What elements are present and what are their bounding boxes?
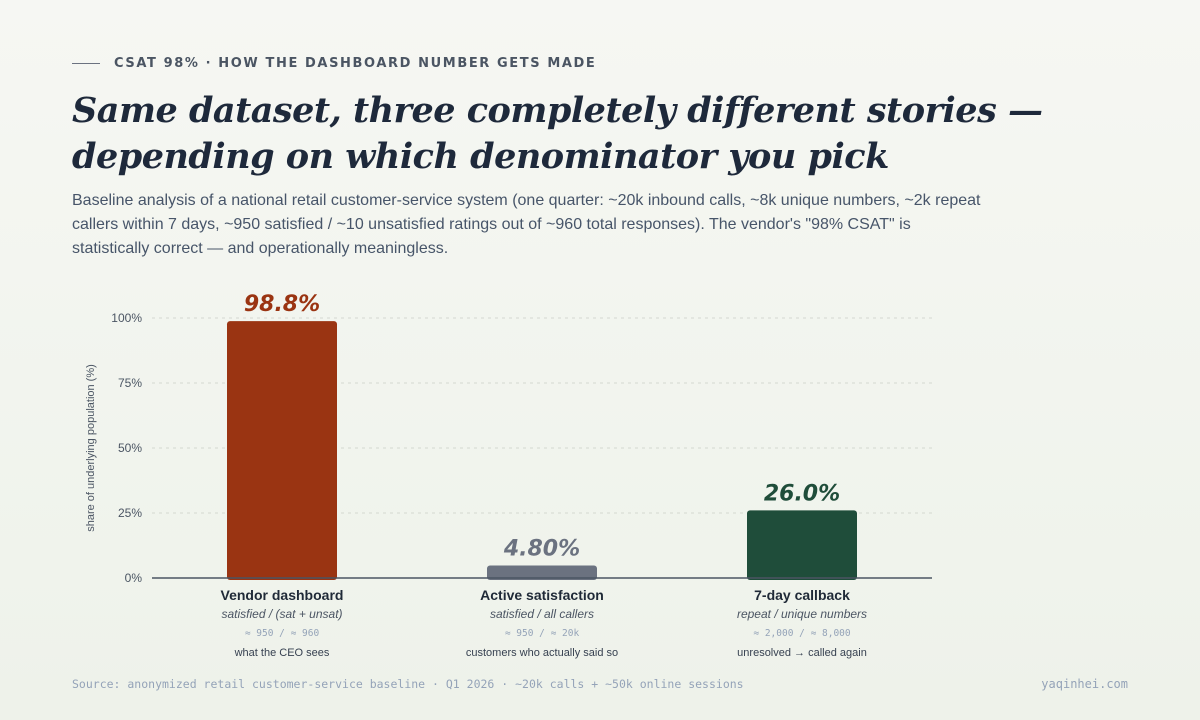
headline-line-2: depending on which denominator you pick <box>72 136 889 177</box>
dek: Baseline analysis of a national retail c… <box>72 192 981 257</box>
bar-value-label: 26.0% <box>764 481 840 506</box>
category-title: Active satisfaction <box>480 587 604 603</box>
kicker-text: CSAT 98% · HOW THE DASHBOARD NUMBER GETS… <box>114 56 597 71</box>
category-title: 7-day callback <box>754 587 850 603</box>
footer-brand: yaqinhei.com <box>1041 677 1128 691</box>
y-tick-label: 0% <box>125 571 143 585</box>
category-calc: ≈ 2,000 / ≈ 8,000 <box>753 628 851 639</box>
y-tick-label: 50% <box>118 441 142 455</box>
headline-line-1: Same dataset, three completely different… <box>72 90 1043 131</box>
bar-value-label: 4.80% <box>503 537 580 562</box>
category-calc: ≈ 950 / ≈ 960 <box>245 628 320 639</box>
bar <box>747 510 857 580</box>
category-note: what the CEO sees <box>234 647 330 659</box>
kicker-rule <box>72 63 100 64</box>
bar <box>227 321 337 580</box>
bar <box>487 565 597 580</box>
y-tick-label: 75% <box>118 376 142 390</box>
category-title: Vendor dashboard <box>221 587 344 603</box>
y-axis-label: share of underlying population (%) <box>85 364 97 532</box>
category-note: unresolved → called again <box>737 647 867 659</box>
category-formula: repeat / unique numbers <box>737 607 867 621</box>
y-tick-label: 100% <box>111 311 142 325</box>
bar-value-label: 98.8% <box>244 292 320 317</box>
category-formula: satisfied / all callers <box>490 607 594 621</box>
category-calc: ≈ 950 / ≈ 20k <box>505 628 580 639</box>
category-formula: satisfied / (sat + unsat) <box>221 607 342 621</box>
y-tick-label: 25% <box>118 506 142 520</box>
footer-source: Source: anonymized retail customer-servi… <box>72 677 744 691</box>
category-note: customers who actually said so <box>466 647 618 659</box>
headline: Same dataset, three completely different… <box>72 88 1132 180</box>
kicker: CSAT 98% · HOW THE DASHBOARD NUMBER GETS… <box>72 56 596 71</box>
